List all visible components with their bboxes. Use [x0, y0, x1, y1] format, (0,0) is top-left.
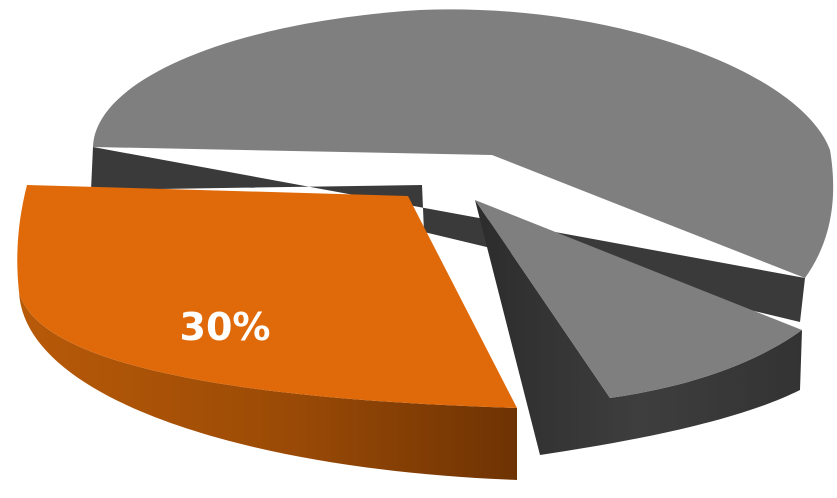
pie-slice-orange-label: 30% [180, 305, 271, 349]
